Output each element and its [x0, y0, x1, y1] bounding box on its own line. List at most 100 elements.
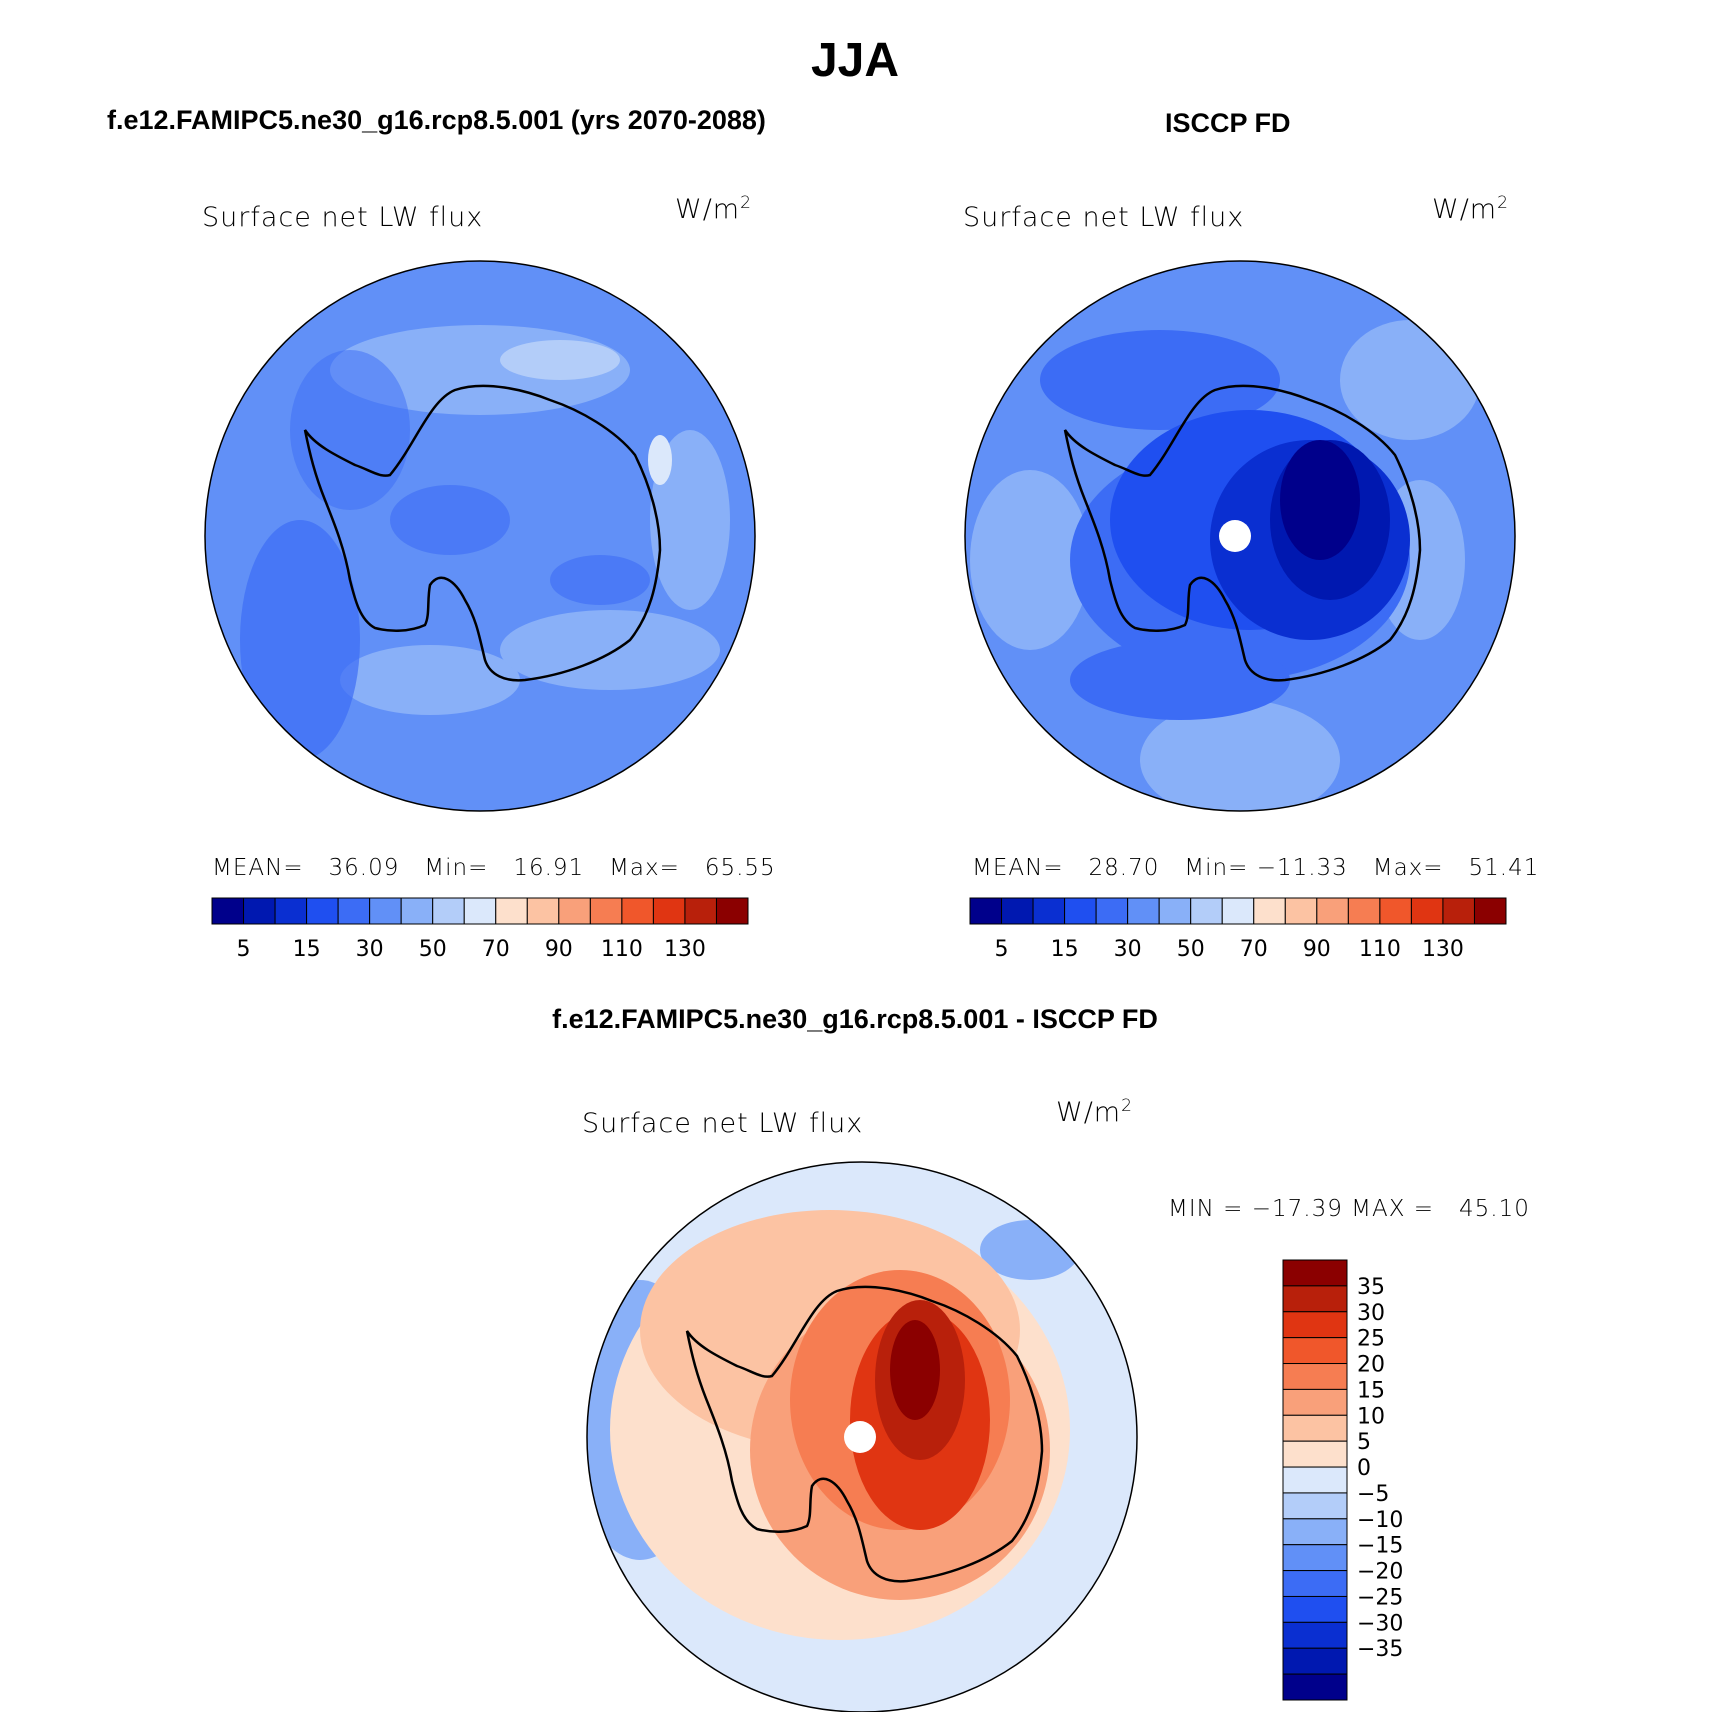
colorbar-swatch — [337, 897, 371, 925]
colorbar-swatch — [1410, 897, 1444, 925]
colorbar-tick-label: 5 — [995, 937, 1009, 962]
colorbar-swatch — [1282, 1388, 1348, 1416]
colorbar-tick-label: −15 — [1357, 1534, 1403, 1559]
colorbar-swatch — [1282, 1544, 1348, 1572]
colorbar-tick-label: −35 — [1357, 1637, 1403, 1662]
colorbar-swatch — [1282, 1414, 1348, 1442]
panel-model-title: f.e12.FAMIPC5.ne30_g16.rcp8.5.001 (yrs 2… — [107, 105, 766, 135]
colorbar-swatch — [1064, 897, 1097, 925]
colorbar-swatch — [1001, 897, 1034, 925]
colorbar-swatch — [1158, 897, 1192, 925]
colorbar-swatch — [1347, 897, 1381, 925]
figure-title: JJA — [810, 34, 900, 87]
colorbar-model: 5 15 30 50 70 90 110 130 — [211, 897, 749, 962]
colorbar-tick-label: 20 — [1357, 1353, 1385, 1378]
colorbar-swatch — [1221, 897, 1255, 925]
model-units: W/m2 — [675, 193, 752, 225]
colorbar-tick-label: −10 — [1357, 1508, 1403, 1533]
colorbar-swatch — [684, 897, 717, 925]
colorbar-swatch — [1473, 897, 1507, 925]
colorbar-swatch — [211, 897, 245, 925]
colorbar-swatch — [1282, 1311, 1348, 1339]
colorbar-tick-label: −5 — [1357, 1482, 1389, 1507]
colorbar-swatch — [1316, 897, 1349, 925]
obs-field-label: Surface net LW flux — [963, 202, 1245, 233]
colorbar-tick-label: 15 — [1357, 1378, 1385, 1403]
colorbar-swatch — [306, 897, 339, 925]
colorbar-swatch — [495, 897, 528, 925]
colorbar-swatch — [1282, 1492, 1348, 1520]
colorbar-swatch — [400, 897, 434, 925]
colorbar-swatch — [1095, 897, 1129, 925]
colorbar-tick-label: 50 — [1177, 937, 1205, 962]
obs-map — [964, 260, 1516, 812]
colorbar-swatch — [1282, 1337, 1348, 1365]
colorbar-tick-label: 30 — [356, 937, 384, 962]
diff-units: W/m2 — [1056, 1096, 1133, 1128]
model-field-label: Surface net LW flux — [202, 202, 484, 233]
colorbar-swatch — [1282, 1570, 1348, 1597]
colorbar-tick-label: 50 — [419, 937, 447, 962]
colorbar-swatch — [526, 897, 560, 925]
colorbar-tick-label: −20 — [1357, 1560, 1403, 1585]
colorbar-swatch — [1253, 897, 1286, 925]
model-stats: MEAN= 36.09 Min= 16.91 Max= 65.55 — [212, 855, 776, 881]
colorbar-tick-label: 70 — [1240, 937, 1268, 962]
colorbar-swatch — [1032, 897, 1066, 925]
colorbar-swatch — [1282, 1647, 1348, 1675]
colorbar-tick-label: 30 — [1114, 937, 1142, 962]
colorbar-swatch — [621, 897, 654, 925]
pole-marker — [1219, 520, 1251, 552]
colorbar-tick-label: 130 — [1422, 937, 1464, 962]
colorbar-swatch — [1282, 1259, 1348, 1287]
pole-marker-diff — [844, 1421, 876, 1453]
colorbar-swatch — [1282, 1595, 1348, 1623]
diff-stats: MIN = −17.39 MAX = 45.10 — [1168, 1196, 1530, 1222]
colorbar-tick-label: 10 — [1357, 1404, 1385, 1429]
panel-diff-title: f.e12.FAMIPC5.ne30_g16.rcp8.5.001 - ISCC… — [552, 1004, 1158, 1034]
colorbar-swatch — [1282, 1363, 1348, 1390]
colorbar-swatch — [243, 897, 276, 925]
colorbar-swatch — [558, 897, 591, 925]
obs-units: W/m2 — [1432, 193, 1509, 225]
colorbar-tick-label: 15 — [1051, 937, 1079, 962]
colorbar-swatch — [589, 897, 623, 925]
colorbar-swatch — [1190, 897, 1223, 925]
diff-map — [586, 1161, 1138, 1712]
colorbar-swatch — [1282, 1440, 1348, 1468]
colorbar-swatch — [274, 897, 308, 925]
colorbar-tick-label: −30 — [1357, 1611, 1403, 1636]
colorbar-tick-label: 5 — [237, 937, 251, 962]
colorbar-swatch — [1282, 1621, 1348, 1649]
colorbar-tick-label: 110 — [1359, 937, 1401, 962]
colorbar-tick-label: 130 — [664, 937, 706, 962]
colorbar-obs: 5 15 30 50 70 90 110 130 — [969, 897, 1507, 962]
colorbar-swatch — [1282, 1285, 1348, 1313]
colorbar-swatch — [1282, 1673, 1348, 1701]
colorbar-tick-label: 5 — [1357, 1430, 1371, 1455]
colorbar-tick-label: 15 — [293, 937, 321, 962]
model-map — [204, 260, 756, 812]
colorbar-tick-label: 35 — [1357, 1275, 1385, 1300]
colorbar-swatch — [1282, 1518, 1348, 1546]
colorbar-swatch — [652, 897, 686, 925]
colorbar-tick-label: 90 — [1303, 937, 1331, 962]
colorbar-tick-label: 25 — [1357, 1327, 1385, 1352]
colorbar-tick-label: 30 — [1357, 1301, 1385, 1326]
diff-field-label: Surface net LW flux — [582, 1108, 864, 1139]
panel-obs-title: ISCCP FD — [1165, 108, 1291, 138]
colorbar-swatch — [1282, 1466, 1348, 1494]
colorbar-tick-label: 110 — [601, 937, 643, 962]
colorbar-swatch — [1127, 897, 1160, 925]
obs-stats: MEAN= 28.70 Min= −11.33 Max= 51.41 — [972, 855, 1540, 881]
colorbar-swatch — [369, 897, 402, 925]
colorbar-tick-label: 90 — [545, 937, 573, 962]
colorbar-tick-label: 0 — [1357, 1456, 1371, 1481]
colorbar-swatch — [1379, 897, 1412, 925]
colorbar-swatch — [463, 897, 497, 925]
colorbar-swatch — [969, 897, 1003, 925]
colorbar-swatch — [1442, 897, 1475, 925]
colorbar-tick-label: −25 — [1357, 1585, 1403, 1610]
